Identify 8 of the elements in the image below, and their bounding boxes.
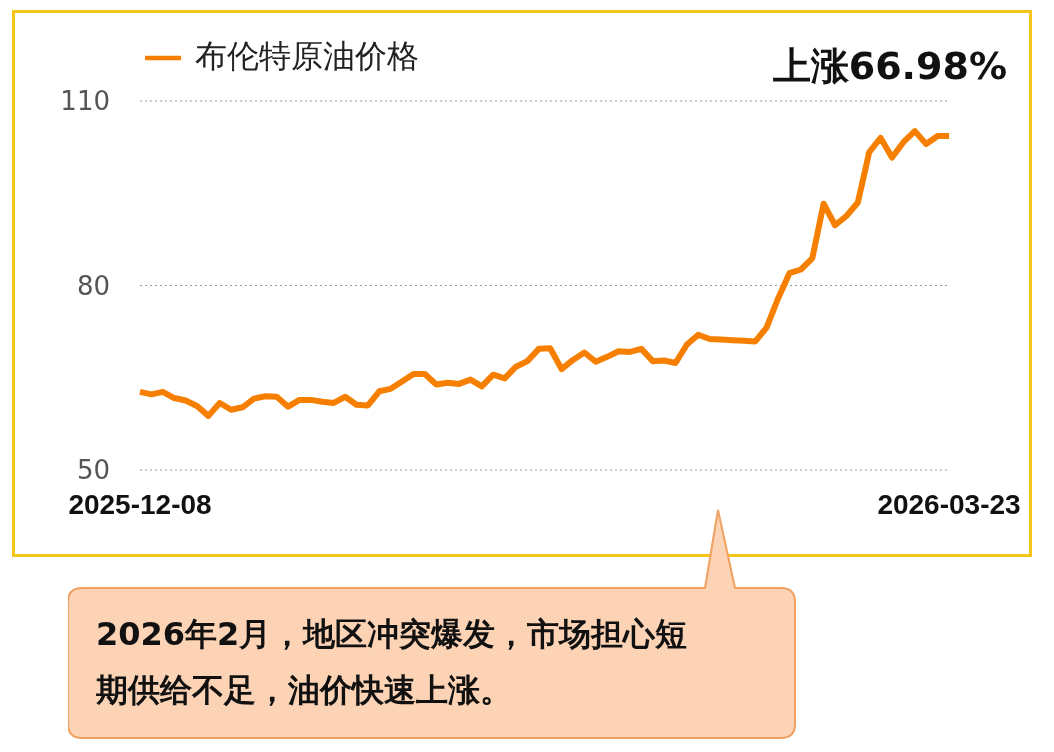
y-tick-label: 50	[76, 455, 110, 486]
y-tick-label: 110	[60, 86, 110, 117]
y-tick-label: 80	[76, 270, 110, 301]
x-tick-label: 2026-03-23	[877, 488, 1021, 520]
text: 2026年2月，地区冲突爆发，市场担心短期供给不足，油价快速上涨。	[96, 614, 689, 711]
x-tick-label: 2025-12-08	[68, 488, 212, 520]
legend-label: 布伦特原油价格	[195, 37, 419, 75]
text: 上涨66.98%	[772, 43, 1007, 90]
